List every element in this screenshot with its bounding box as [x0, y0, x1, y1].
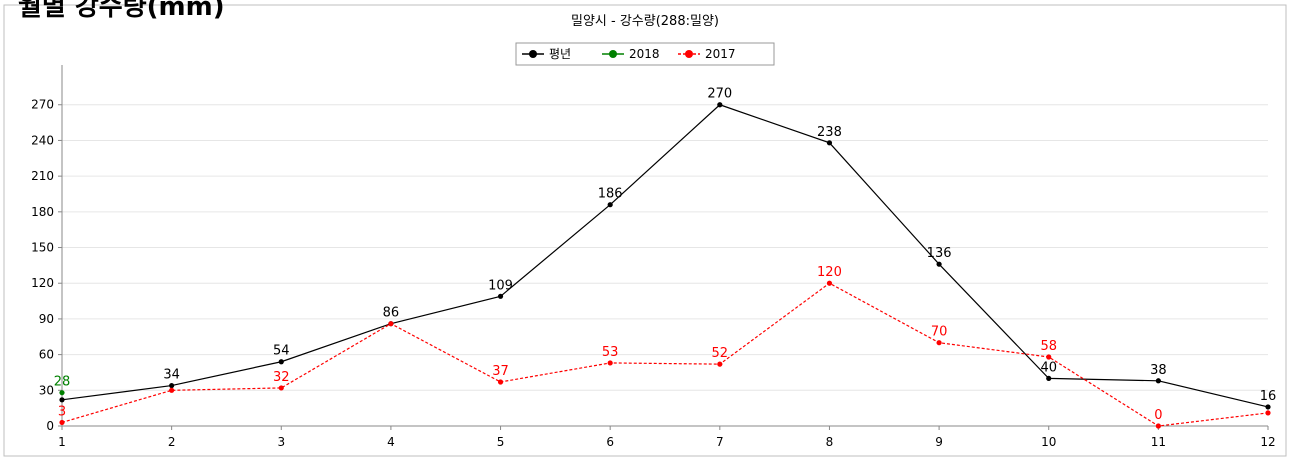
x-tick-label: 3 — [277, 435, 285, 449]
data-label: 53 — [602, 345, 619, 360]
data-label: 52 — [712, 346, 729, 361]
data-point — [59, 390, 65, 396]
x-tick-label: 10 — [1041, 435, 1056, 449]
x-tick-label: 8 — [826, 435, 834, 449]
data-point — [936, 340, 942, 346]
data-point — [826, 280, 833, 286]
data-label: 40 — [1040, 360, 1057, 375]
chart-frame — [3, 4, 1287, 457]
data-label: 186 — [598, 187, 623, 202]
data-label: 238 — [817, 125, 842, 140]
data-point — [717, 102, 723, 108]
legend-swatch-marker — [609, 50, 617, 58]
data-point — [388, 321, 394, 327]
page-heading: 월별 강수량(mm) — [18, 0, 225, 22]
data-label: 109 — [488, 278, 513, 293]
data-point — [278, 359, 284, 365]
data-point — [607, 202, 613, 208]
data-label: 120 — [817, 265, 842, 280]
y-tick-label: 30 — [39, 383, 54, 397]
legend-label: 2018 — [629, 47, 660, 61]
data-point — [59, 419, 65, 426]
data-point — [1265, 404, 1271, 410]
data-point — [607, 360, 613, 366]
data-point — [1155, 423, 1161, 429]
x-tick-label: 6 — [606, 435, 614, 449]
data-point — [1046, 375, 1052, 382]
data-point — [497, 293, 504, 299]
y-tick-label: 150 — [31, 241, 54, 255]
legend-label: 평년 — [549, 47, 571, 61]
data-label: 270 — [707, 87, 732, 102]
y-tick-label: 60 — [39, 348, 54, 362]
legend-swatch-marker — [685, 50, 693, 58]
series-2: 28 — [54, 375, 71, 396]
legend-box — [515, 42, 775, 66]
data-point — [936, 261, 942, 267]
data-label: 70 — [931, 325, 948, 340]
data-point — [1155, 378, 1161, 384]
y-tick-label: 210 — [31, 169, 54, 183]
legend-label: 2017 — [705, 47, 736, 61]
y-tick-label: 240 — [31, 133, 54, 147]
data-point — [169, 382, 175, 389]
y-tick-label: 120 — [31, 276, 54, 290]
x-tick-label: 12 — [1260, 435, 1275, 449]
x-tick-label: 1 — [58, 435, 66, 449]
x-tick-label: 4 — [387, 435, 395, 449]
series-line — [61, 104, 1269, 408]
data-label: 16 — [1260, 389, 1277, 404]
series-1: 34 54 86 109 186 270 238 136 40 38 16 — [59, 87, 1276, 410]
series-line — [61, 282, 1269, 427]
x-tick-label: 9 — [935, 435, 943, 449]
data-label: 32 — [273, 370, 290, 385]
data-label: 136 — [927, 246, 952, 261]
x-tick-label: 2 — [168, 435, 176, 449]
data-label: 3 — [58, 404, 66, 419]
data-label: 38 — [1150, 363, 1167, 378]
series-layer: 34 54 86 109 186 270 238 136 40 38 16 28 3 32 37 53 52 12… — [54, 87, 1276, 429]
legend-swatch-marker — [529, 50, 537, 58]
grid — [62, 104, 1268, 427]
data-label: 86 — [383, 306, 400, 321]
data-point — [1265, 410, 1271, 416]
data-label: 54 — [273, 344, 290, 359]
data-label: 37 — [492, 364, 509, 379]
legend: 평년 2018 2017 — [515, 42, 775, 66]
data-point — [1046, 354, 1052, 360]
series-3: 3 32 37 53 52 120 70 58 0 — [58, 265, 1271, 429]
data-point — [826, 140, 833, 146]
chart-title: 밀양시 - 강수량(288:밀양) — [571, 14, 719, 29]
data-label: 28 — [54, 375, 71, 390]
data-point — [59, 397, 65, 403]
y-tick-label: 0 — [46, 419, 54, 433]
x-tick-label: 5 — [497, 435, 505, 449]
data-label: 58 — [1040, 339, 1057, 354]
data-label: 0 — [1154, 408, 1162, 423]
data-point — [169, 387, 175, 393]
y-tick-label: 180 — [31, 205, 54, 219]
data-label: 34 — [163, 368, 180, 383]
data-point — [497, 379, 504, 385]
y-tick-label: 90 — [39, 312, 54, 326]
data-point — [278, 385, 284, 391]
data-point — [717, 361, 723, 367]
x-tick-label: 11 — [1151, 435, 1166, 449]
y-tick-label: 270 — [31, 98, 54, 112]
x-tick-label: 7 — [716, 435, 724, 449]
